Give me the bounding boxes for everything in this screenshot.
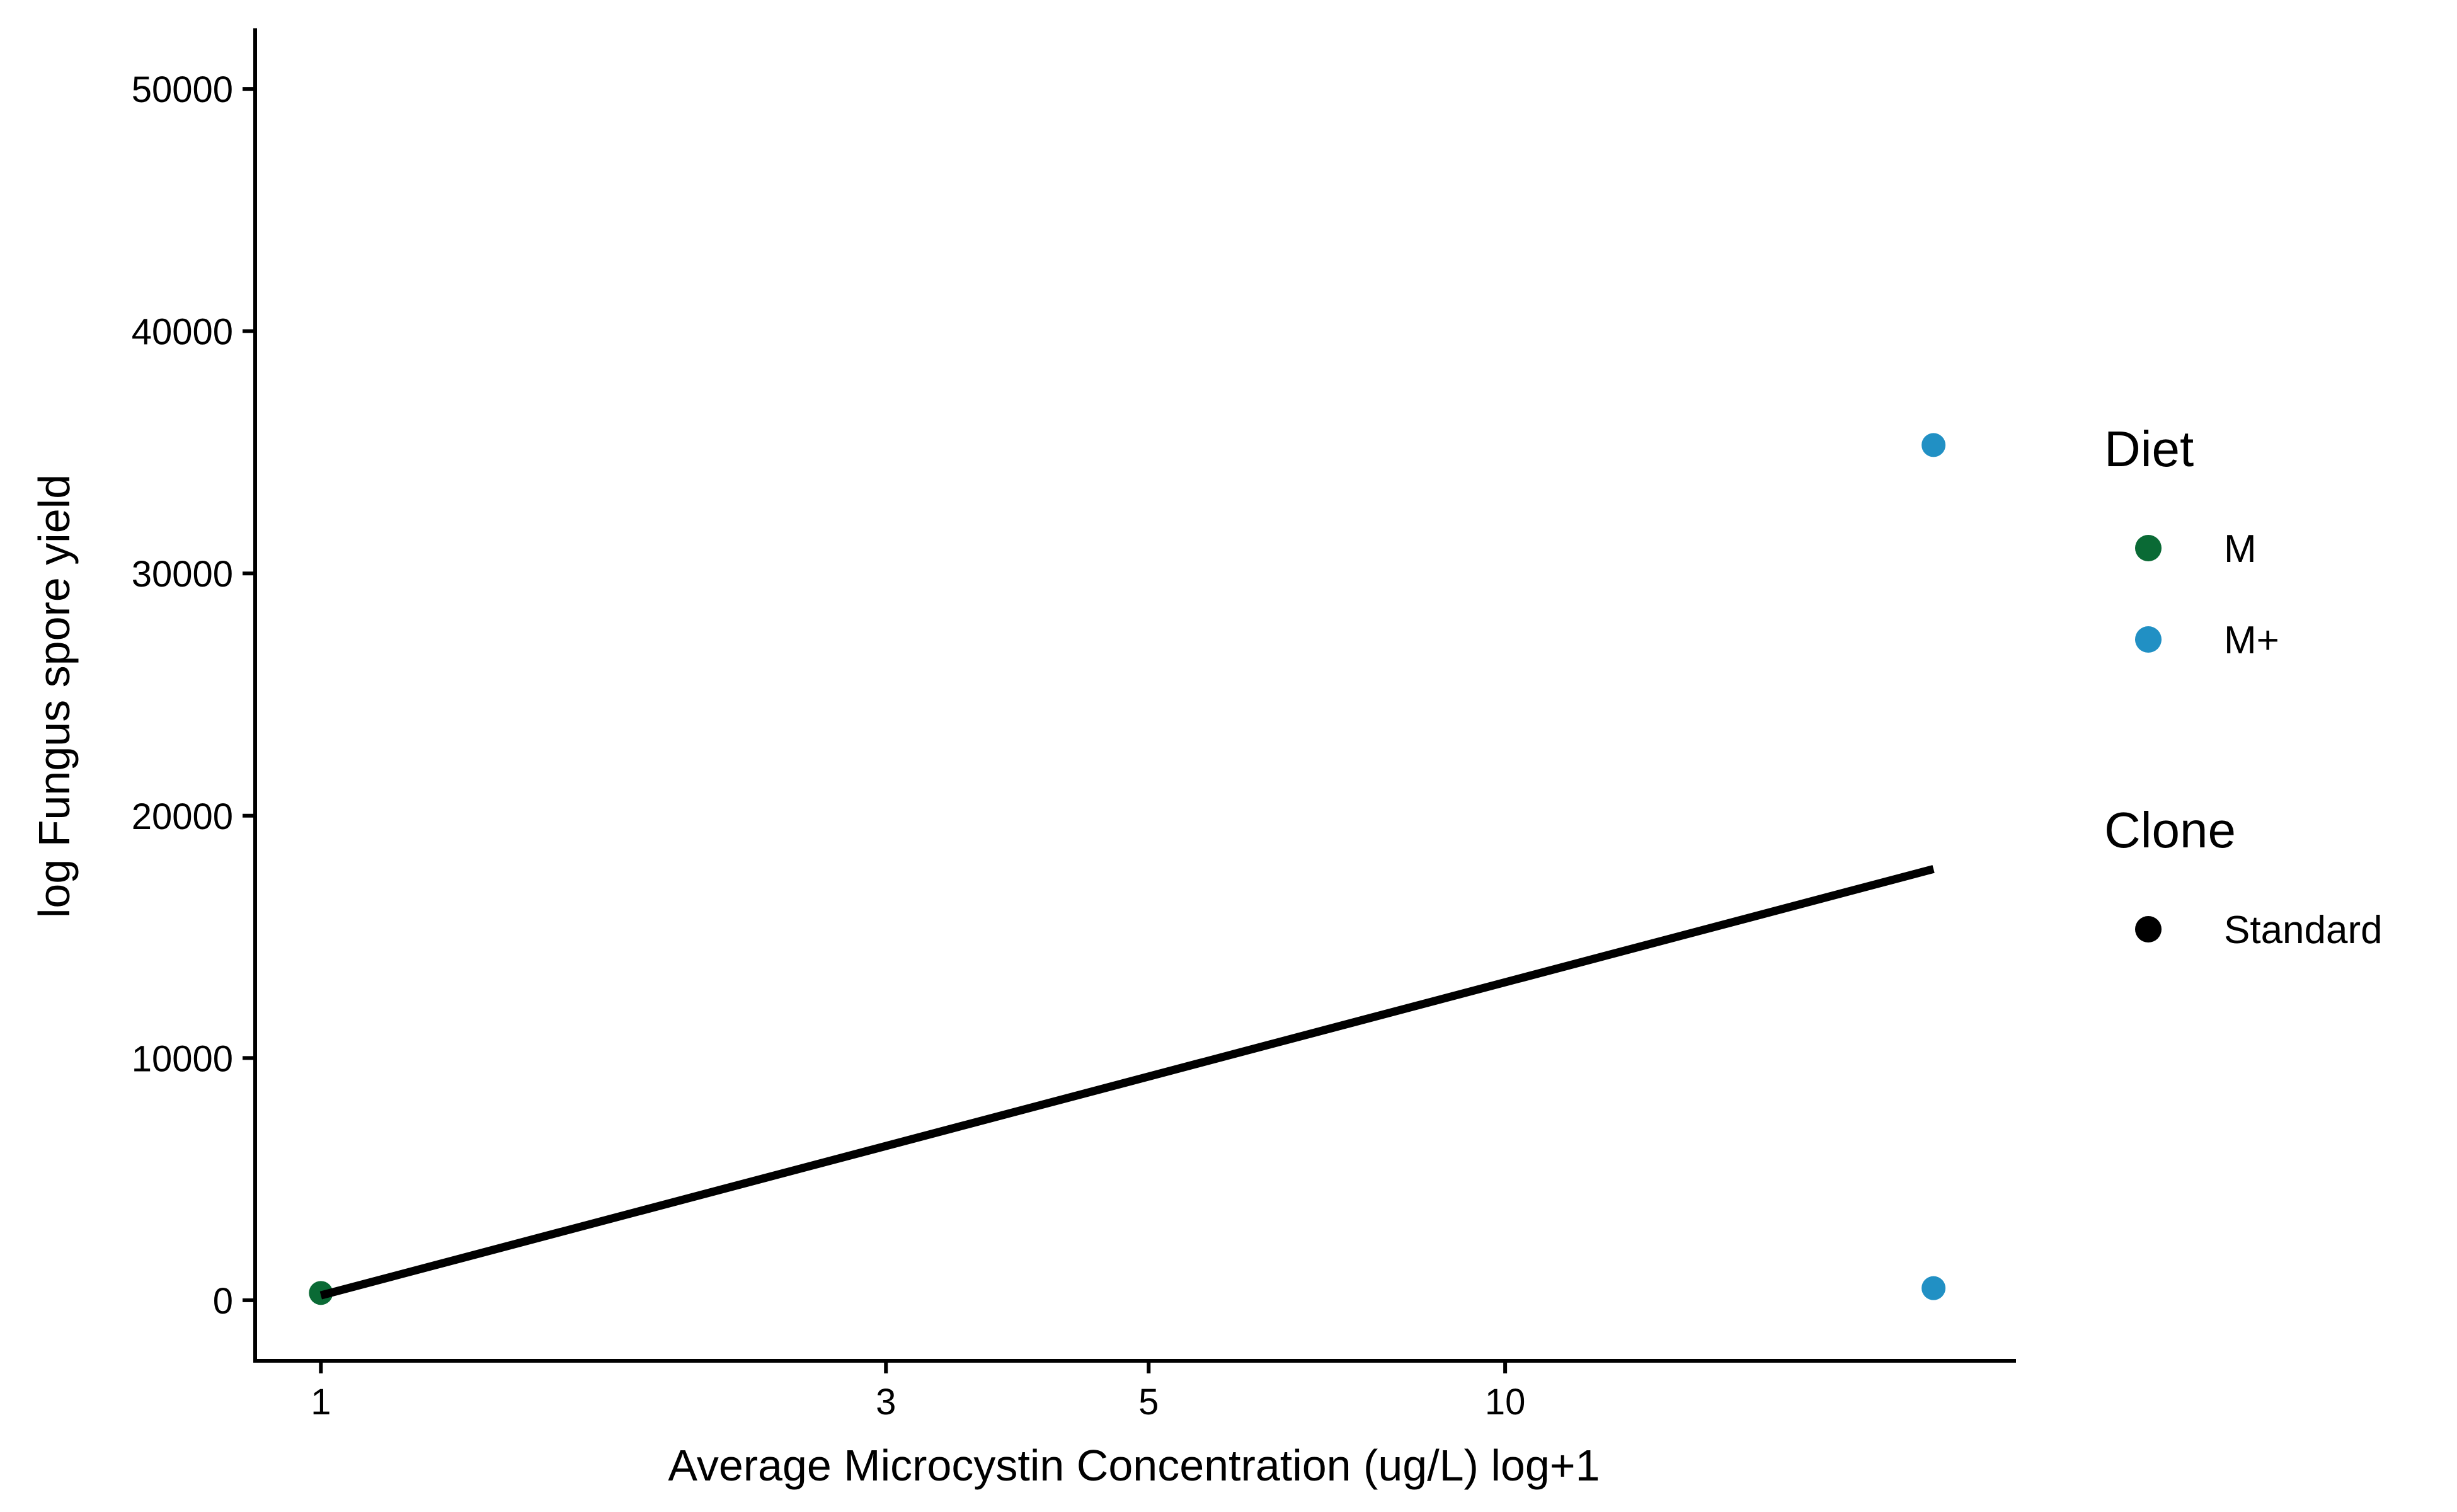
- x-axis-ticks: 1 3 5 10: [311, 1361, 1525, 1423]
- y-tick-label: 20000: [132, 796, 233, 837]
- y-tick-label: 10000: [132, 1038, 233, 1079]
- legend-title: Diet: [2104, 421, 2194, 477]
- data-point: [1922, 433, 1946, 457]
- legend-label: Standard: [2224, 908, 2383, 952]
- legend-key-dot: [2135, 626, 2162, 653]
- legend: Diet M M+ Clone Standard: [2104, 421, 2383, 952]
- legend-key-dot: [2135, 535, 2162, 561]
- x-tick-label: 3: [876, 1382, 896, 1423]
- legend-title: Clone: [2104, 802, 2236, 858]
- legend-key-dot: [2135, 916, 2162, 942]
- series-layer: [309, 433, 1946, 1305]
- x-axis-title: Average Microcystin Concentration (ug/L)…: [668, 1441, 1600, 1490]
- plot-area: 0 10000 20000 30000 40000 50000 1 3 5 10: [132, 28, 2016, 1423]
- data-point: [1922, 1276, 1946, 1300]
- x-tick-label: 10: [1485, 1382, 1526, 1423]
- y-tick-label: 30000: [132, 554, 233, 595]
- y-axis-ticks: 0 10000 20000 30000 40000 50000: [132, 69, 255, 1322]
- trend-line: [319, 865, 1935, 1300]
- y-tick-label: 40000: [132, 312, 233, 353]
- y-tick-label: 50000: [132, 69, 233, 110]
- x-tick-label: 1: [311, 1382, 331, 1423]
- legend-label: M: [2224, 527, 2257, 571]
- y-axis-title: log Fungus spore yield: [30, 474, 79, 918]
- x-tick-label: 5: [1138, 1382, 1159, 1423]
- y-tick-label: 0: [213, 1281, 233, 1322]
- legend-label: M+: [2224, 619, 2279, 662]
